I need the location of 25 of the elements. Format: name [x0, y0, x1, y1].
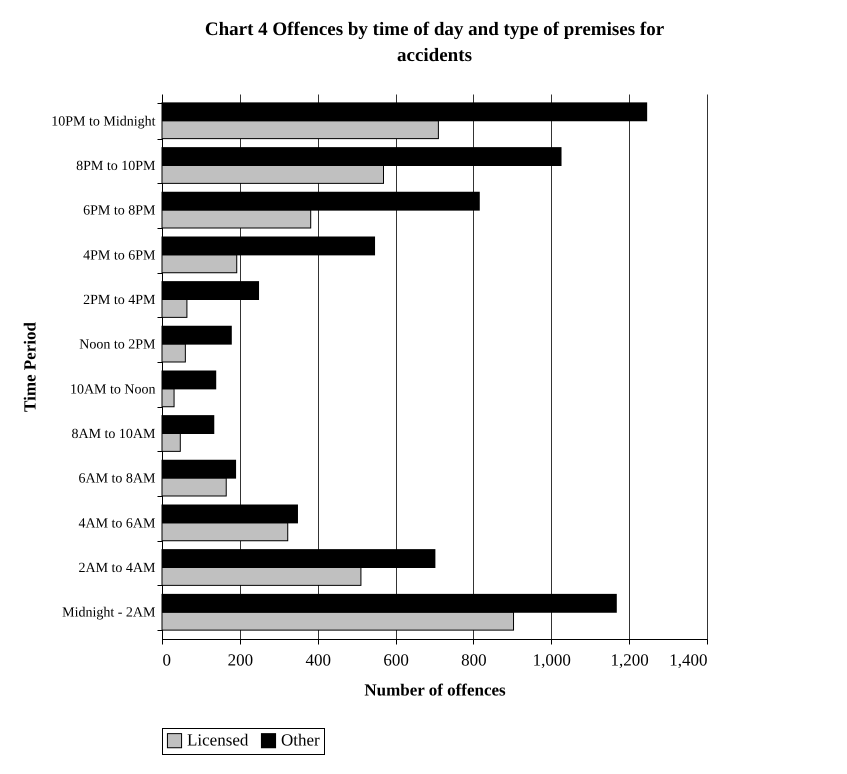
y-tick-label: 6PM to 8PM [83, 204, 156, 219]
y-tick-label: 8AM to 10AM [71, 427, 156, 442]
y-tick-label: 8PM to 10PM [76, 158, 156, 174]
x-tick-label: 600 [383, 650, 409, 670]
y-tick-label: 4PM to 6PM [83, 248, 156, 264]
y-axis-title: Time Period [20, 322, 40, 412]
y-tick-label: 4AM to 6AM [78, 516, 156, 532]
x-tick-label: 1,000 [532, 650, 571, 670]
x-tick-label: 800 [461, 650, 487, 670]
x-tick-label: 200 [228, 650, 254, 670]
y-tick-label: 2PM to 4PM [83, 292, 156, 308]
x-tick-label: 1,400 [669, 650, 708, 670]
x-tick-label: 400 [305, 650, 331, 670]
chart-title: Chart 4 Offences by time of day and type of premises for accidents [204, 19, 665, 66]
x-tick-label: 1,200 [610, 650, 649, 670]
y-tick-label: Noon to 2PM [79, 338, 156, 353]
legend-label: Licensed [187, 730, 249, 750]
x-axis-title: Number of offences [364, 680, 506, 700]
y-tick-label: Midnight - 2AM [62, 606, 156, 621]
y-tick-label: 6AM to 8AM [78, 472, 156, 487]
y-tick-label: 2AM to 4AM [78, 561, 156, 576]
legend-label: Other [281, 730, 320, 750]
x-tick-label: 0 [162, 650, 171, 670]
y-tick-label: 10PM to Midnight [51, 114, 156, 130]
y-tick-label: 10AM to Noon [70, 382, 156, 398]
